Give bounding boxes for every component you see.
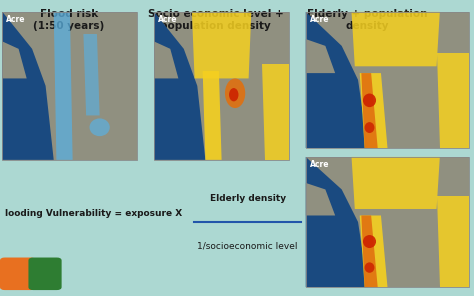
Text: Acre: Acre xyxy=(6,15,26,24)
FancyBboxPatch shape xyxy=(306,12,469,148)
FancyBboxPatch shape xyxy=(0,258,36,290)
Polygon shape xyxy=(361,73,378,148)
Ellipse shape xyxy=(90,118,110,136)
Polygon shape xyxy=(2,41,27,78)
Polygon shape xyxy=(352,12,440,66)
Polygon shape xyxy=(306,39,335,73)
Ellipse shape xyxy=(365,262,374,273)
Ellipse shape xyxy=(229,88,238,101)
FancyBboxPatch shape xyxy=(154,12,289,160)
Polygon shape xyxy=(306,12,368,148)
Text: Acre: Acre xyxy=(310,160,329,169)
Polygon shape xyxy=(154,12,205,160)
Ellipse shape xyxy=(365,122,374,133)
Text: Socio economic level +
population density: Socio economic level + population densit… xyxy=(148,9,283,31)
Text: Elderly + population
density: Elderly + population density xyxy=(307,9,428,31)
Ellipse shape xyxy=(363,235,376,248)
Text: Acre: Acre xyxy=(158,15,177,24)
Polygon shape xyxy=(192,12,251,78)
Polygon shape xyxy=(360,215,387,287)
Ellipse shape xyxy=(225,78,245,108)
Polygon shape xyxy=(154,41,178,78)
Text: 1/socioeconomic level: 1/socioeconomic level xyxy=(197,241,298,250)
Polygon shape xyxy=(360,73,387,148)
Polygon shape xyxy=(203,71,221,160)
Polygon shape xyxy=(361,215,378,287)
Polygon shape xyxy=(83,34,100,115)
Text: Elderly density: Elderly density xyxy=(210,194,286,203)
Text: Acre: Acre xyxy=(310,15,329,24)
Text: Flood risk
(1:50 years): Flood risk (1:50 years) xyxy=(33,9,104,31)
Polygon shape xyxy=(306,157,368,287)
Ellipse shape xyxy=(363,94,376,107)
Polygon shape xyxy=(437,53,469,148)
Text: looding Vulnerability = exposure X: looding Vulnerability = exposure X xyxy=(5,209,182,218)
Polygon shape xyxy=(352,157,440,209)
Polygon shape xyxy=(54,12,73,160)
FancyBboxPatch shape xyxy=(2,12,137,160)
Polygon shape xyxy=(262,64,289,160)
FancyBboxPatch shape xyxy=(306,157,469,287)
FancyBboxPatch shape xyxy=(28,258,62,290)
Polygon shape xyxy=(2,12,54,160)
Polygon shape xyxy=(437,196,469,287)
Polygon shape xyxy=(306,183,335,215)
